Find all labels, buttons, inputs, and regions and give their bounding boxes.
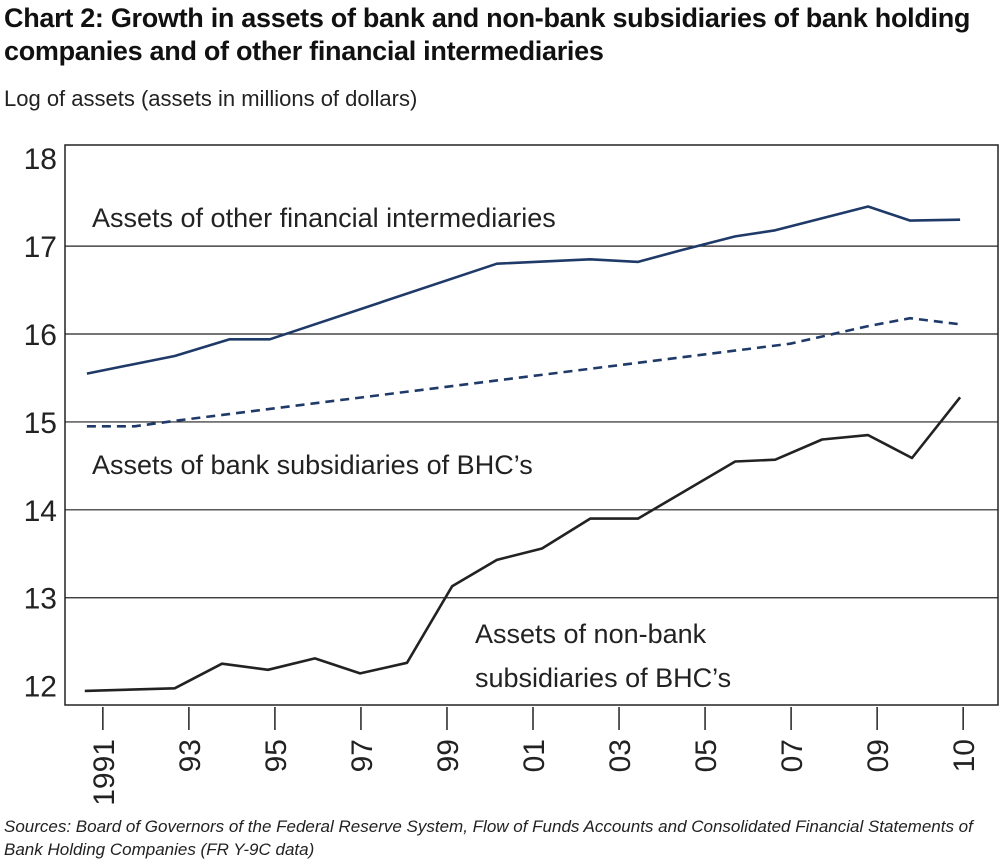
series-line-1 <box>86 316 961 428</box>
y-tick-label: 16 <box>24 319 57 352</box>
chart-title: Chart 2: Growth in assets of bank and no… <box>4 3 971 66</box>
x-tick-label: 95 <box>260 739 293 772</box>
y-tick-label: 15 <box>24 407 57 440</box>
x-tick-label: 10 <box>948 739 981 772</box>
y-tick-label: 13 <box>24 583 57 616</box>
x-tick-label: 09 <box>862 739 895 772</box>
x-tick-label: 05 <box>690 739 723 772</box>
y-tick-label: 17 <box>24 231 57 264</box>
x-tick-label: 93 <box>174 739 207 772</box>
series-line-0 <box>86 205 961 375</box>
y-tick-label: 14 <box>24 495 57 528</box>
y-tick-label: 18 <box>24 143 57 176</box>
x-tick-label: 01 <box>518 739 551 772</box>
x-tick-label: 1991 <box>88 739 121 806</box>
annotation-bank: Assets of bank subsidiaries of BHC’s <box>92 450 533 480</box>
x-tick-label: 03 <box>604 739 637 772</box>
annotation-other: Assets of other financial intermediaries <box>92 203 556 233</box>
x-tick-label: 07 <box>776 739 809 772</box>
x-tick-label: 99 <box>432 739 465 772</box>
annotation-nonbank-2: subsidiaries of BHC’s <box>475 663 731 693</box>
y-axis-label: Log of assets (assets in millions of dol… <box>4 86 418 111</box>
annotation-nonbank-1: Assets of non-bank <box>475 619 707 649</box>
source-note: Sources: Board of Governors of the Feder… <box>4 817 973 859</box>
x-tick-label: 97 <box>346 739 379 772</box>
series-line-2 <box>84 396 962 693</box>
y-tick-label: 12 <box>24 671 57 704</box>
plot-frame <box>64 144 999 706</box>
